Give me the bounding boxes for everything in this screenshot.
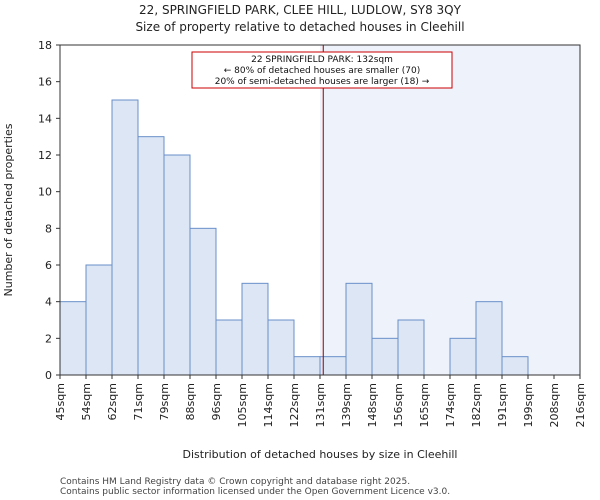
bar-71sqm [137,136,165,376]
annotation-border [191,51,453,89]
annotation-line-3: 20% of semi-detached houses are larger (… [215,77,430,87]
x-tick-label: 174sqm [444,383,457,427]
bar-96sqm [215,319,243,376]
x-tick-label: 71sqm [132,383,145,420]
y-tick-label: 10 [38,186,52,199]
x-tick-label: 79sqm [158,383,171,420]
x-tick-label: 131sqm [314,383,327,427]
bar-191sqm [501,356,529,376]
y-tick-label: 4 [45,296,52,309]
chart-title: 22, SPRINGFIELD PARK, CLEE HILL, LUDLOW,… [139,3,462,17]
bar-148sqm [371,337,399,376]
bar-174sqm [449,337,477,376]
x-tick-label: 199sqm [522,383,535,427]
y-tick-label: 12 [38,149,52,162]
bar-62sqm [111,99,139,376]
bar-156sqm [397,319,425,376]
y-axis-label: Number of detached properties [2,123,15,296]
bar-139sqm [345,282,373,376]
bar-105sqm [241,282,269,376]
x-tick-label: 216sqm [574,383,587,427]
x-tick-label: 182sqm [470,383,483,427]
x-axis-label: Distribution of detached houses by size … [183,448,458,461]
x-tick-label: 208sqm [548,383,561,427]
y-tick-label: 6 [45,259,52,272]
bar-54sqm [85,264,113,376]
x-tick-label: 191sqm [496,383,509,427]
bars-layer [59,99,529,376]
y-tick-label: 14 [38,112,52,125]
bar-45sqm [59,301,87,376]
y-tick-label: 2 [45,332,52,345]
x-tick-label: 139sqm [340,383,353,427]
footer-line-1: Contains HM Land Registry data © Crown c… [60,477,410,487]
x-tick-label: 45sqm [54,383,67,420]
x-tick-label: 88sqm [184,383,197,420]
y-tick-label: 0 [45,369,52,382]
x-tick-label: 122sqm [288,383,301,427]
x-tick-label: 114sqm [262,383,275,427]
annotation-line-2: ← 80% of detached houses are smaller (70… [224,66,421,76]
bar-122sqm [293,356,321,376]
y-tick-label: 8 [45,222,52,235]
x-axis-ticks: 45sqm 54sqm 62sqm 71sqm 79sqm 88sqm 96sqm 105sq… [54,375,587,427]
annotation-line-1: 22 SPRINGFIELD PARK: 132sqm [251,55,393,65]
annotation-box: 22 SPRINGFIELD PARK: 132sqm ← 80% of det… [191,51,453,89]
bar-182sqm [475,301,503,376]
x-tick-label: 96sqm [210,383,223,420]
x-tick-label: 62sqm [106,383,119,420]
chart-subtitle: Size of property relative to detached ho… [135,20,464,34]
x-tick-label: 54sqm [80,383,93,420]
bar-131sqm [319,356,347,376]
x-tick-label: 105sqm [236,383,249,427]
y-tick-label: 16 [38,76,52,89]
bar-79sqm [163,154,191,376]
x-tick-label: 156sqm [392,383,405,427]
footer-line-2: Contains public sector information licen… [60,487,450,497]
bar-114sqm [267,319,295,376]
bar-88sqm [189,227,217,376]
x-tick-label: 165sqm [418,383,431,427]
y-tick-label: 18 [38,39,52,52]
y-axis-ticks: 0 2 4 6 8 10 12 14 16 18 [38,39,60,382]
x-tick-label: 148sqm [366,383,379,427]
